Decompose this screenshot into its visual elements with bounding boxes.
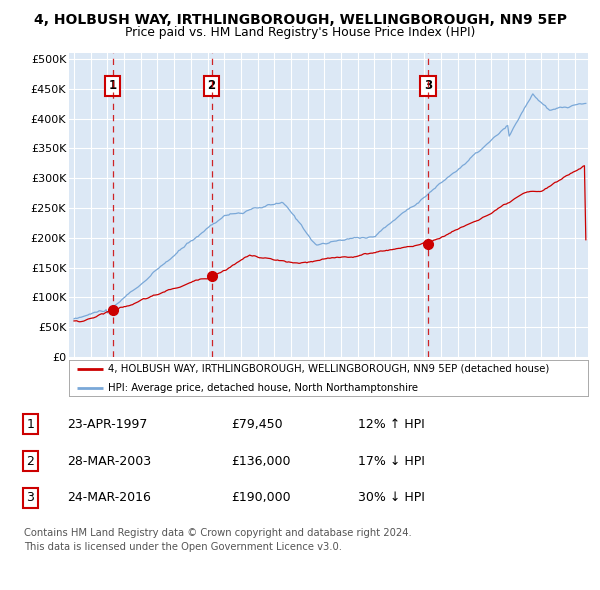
Text: £136,000: £136,000	[231, 454, 290, 467]
Text: 24-MAR-2016: 24-MAR-2016	[67, 491, 151, 504]
Text: 17% ↓ HPI: 17% ↓ HPI	[358, 454, 424, 467]
Text: 2: 2	[208, 80, 215, 93]
Text: Contains HM Land Registry data © Crown copyright and database right 2024.
This d: Contains HM Land Registry data © Crown c…	[24, 528, 412, 552]
Text: 3: 3	[26, 491, 34, 504]
Text: HPI: Average price, detached house, North Northamptonshire: HPI: Average price, detached house, Nort…	[108, 383, 418, 393]
Text: 2: 2	[26, 454, 34, 467]
Text: 1: 1	[26, 418, 34, 431]
Text: 28-MAR-2003: 28-MAR-2003	[67, 454, 151, 467]
Text: Price paid vs. HM Land Registry's House Price Index (HPI): Price paid vs. HM Land Registry's House …	[125, 26, 475, 39]
Text: 23-APR-1997: 23-APR-1997	[67, 418, 147, 431]
Text: 1: 1	[109, 80, 116, 93]
Text: 4, HOLBUSH WAY, IRTHLINGBOROUGH, WELLINGBOROUGH, NN9 5EP: 4, HOLBUSH WAY, IRTHLINGBOROUGH, WELLING…	[34, 13, 566, 27]
Text: £190,000: £190,000	[231, 491, 290, 504]
Text: 3: 3	[424, 80, 433, 93]
Text: £79,450: £79,450	[231, 418, 283, 431]
Text: 12% ↑ HPI: 12% ↑ HPI	[358, 418, 424, 431]
Text: 30% ↓ HPI: 30% ↓ HPI	[358, 491, 424, 504]
Text: 4, HOLBUSH WAY, IRTHLINGBOROUGH, WELLINGBOROUGH, NN9 5EP (detached house): 4, HOLBUSH WAY, IRTHLINGBOROUGH, WELLING…	[108, 363, 550, 373]
